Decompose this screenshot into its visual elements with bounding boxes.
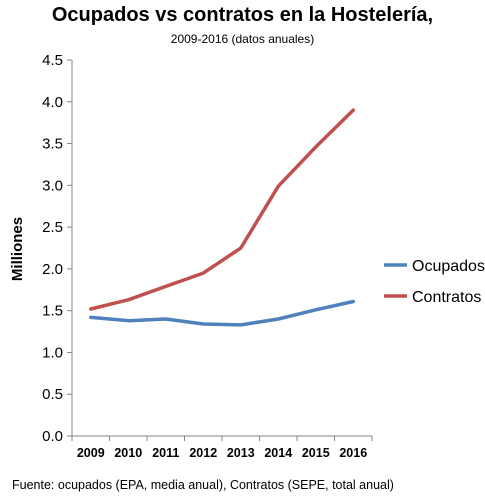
y-tick-label: 2.5 bbox=[42, 219, 63, 236]
x-tick-label: 2016 bbox=[339, 446, 367, 460]
x-tick-label: 2009 bbox=[77, 446, 105, 460]
y-tick-label: 2.0 bbox=[42, 261, 63, 278]
y-tick-label: 4.5 bbox=[42, 52, 63, 69]
chart-subtitle: 2009-2016 (datos anuales) bbox=[170, 32, 315, 46]
x-ticks: 2009 2010 2011 2012 2013 2014 2015 2016 bbox=[71, 436, 373, 460]
x-tick-label: 2012 bbox=[189, 446, 217, 460]
axes bbox=[71, 60, 372, 437]
x-tick-label: 2014 bbox=[264, 446, 292, 460]
x-tick-label: 2013 bbox=[227, 446, 255, 460]
series-line-ocupados bbox=[89, 299, 356, 327]
series-lines bbox=[89, 108, 356, 327]
y-tick-label: 0.5 bbox=[42, 386, 63, 403]
chart-title: Ocupados vs contratos en la Hostelería, bbox=[51, 4, 434, 26]
x-tick-label: 2015 bbox=[302, 446, 330, 460]
y-tick-label: 3.0 bbox=[42, 177, 63, 194]
y-tick-label: 4.0 bbox=[42, 94, 63, 111]
legend: Ocupados Contratos bbox=[384, 258, 485, 306]
x-tick-label: 2011 bbox=[152, 446, 179, 460]
y-tick-label: 3.5 bbox=[42, 136, 63, 153]
y-ticks: 0.0 0.5 1.0 1.5 2.0 2.5 3.0 3.5 4.0 4.5 bbox=[42, 52, 72, 445]
y-axis-label: Milliones bbox=[9, 217, 26, 281]
source-note: Fuente: ocupados (EPA, media anual), Con… bbox=[12, 478, 394, 492]
y-tick-label: 1.5 bbox=[42, 303, 63, 320]
legend-label-ocupados: Ocupados bbox=[412, 258, 485, 275]
y-tick-label: 0.0 bbox=[42, 428, 63, 445]
series-line-contratos bbox=[89, 108, 356, 311]
legend-label-contratos: Contratos bbox=[412, 289, 481, 306]
x-tick-label: 2010 bbox=[114, 446, 142, 460]
y-tick-label: 1.0 bbox=[42, 344, 63, 361]
